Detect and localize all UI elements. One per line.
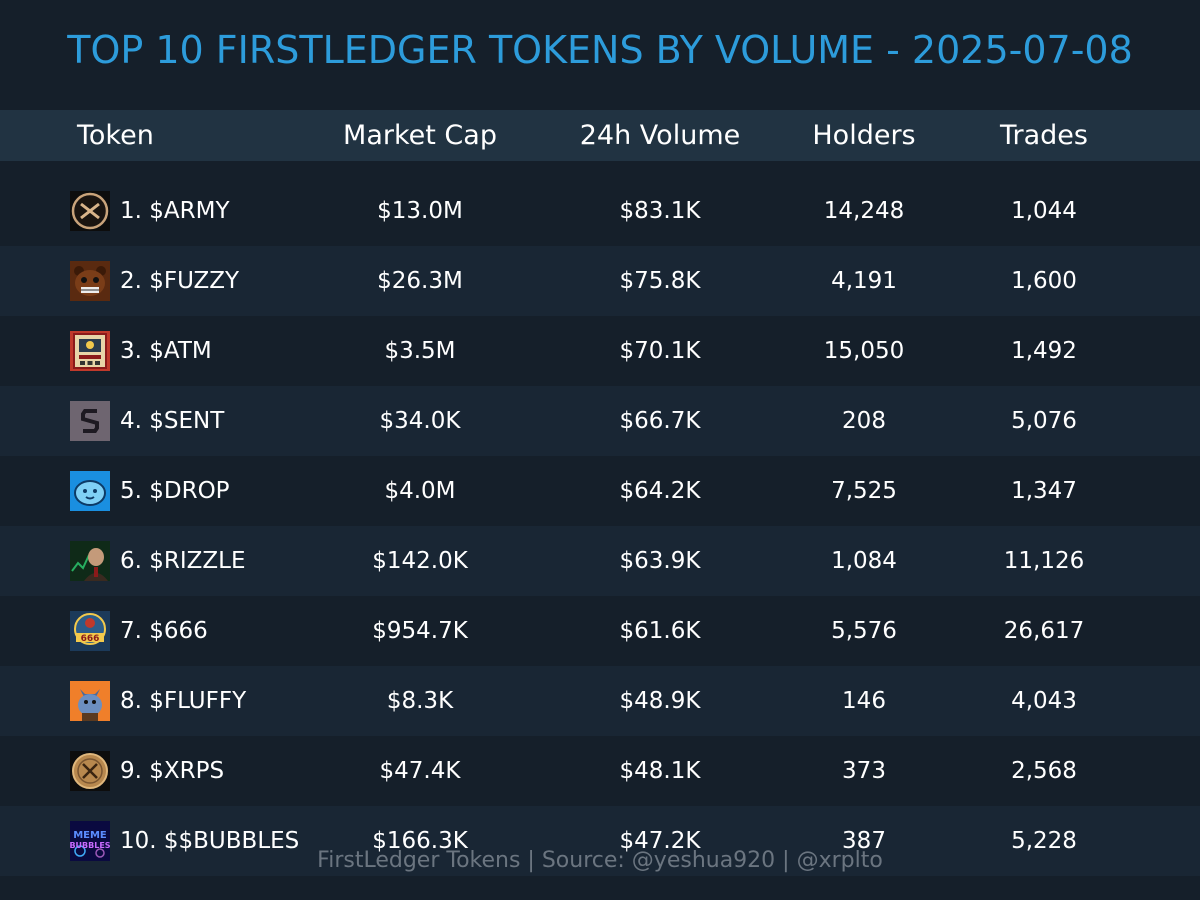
- svg-text:666: 666: [81, 634, 100, 644]
- trades-cell: 5,076: [1011, 408, 1077, 434]
- column-header-token: Token: [77, 120, 154, 151]
- holders-cell: 387: [842, 828, 886, 854]
- table-row: 3. $ATM $3.5M $70.1K 15,050 1,492: [0, 316, 1200, 386]
- table-row: 666 7. $666 $954.7K $61.6K 5,576 26,617: [0, 596, 1200, 666]
- token-name-cell: 5. $DROP: [120, 478, 230, 504]
- column-header-holders: Holders: [812, 120, 916, 151]
- chart-footer-source: FirstLedger Tokens | Source: @yeshua920 …: [317, 848, 883, 873]
- holders-cell: 15,050: [823, 338, 905, 364]
- volume-24h-cell: $64.2K: [619, 478, 701, 504]
- market-cap-cell: $3.5M: [384, 338, 456, 364]
- column-header-trades: Trades: [1000, 120, 1088, 151]
- table-header-band: [0, 110, 1200, 161]
- 666-badge-logo-icon: 666: [70, 611, 110, 651]
- volume-24h-cell: $63.9K: [619, 548, 701, 574]
- trades-cell: 1,492: [1011, 338, 1077, 364]
- bubbles-meme-logo-icon: MEME BUBBLES: [70, 821, 110, 861]
- volume-24h-cell: $47.2K: [619, 828, 701, 854]
- token-name-cell: 7. $666: [120, 618, 208, 644]
- holders-cell: 14,248: [823, 198, 905, 224]
- volume-24h-cell: $66.7K: [619, 408, 701, 434]
- chart-title: TOP 10 FIRSTLEDGER TOKENS BY VOLUME - 20…: [67, 28, 1133, 72]
- token-name-cell: 2. $FUZZY: [120, 268, 240, 294]
- market-cap-cell: $26.3M: [377, 268, 463, 294]
- table-row: 9. $XRPS $47.4K $48.1K 373 2,568: [0, 736, 1200, 806]
- svg-text:BUBBLES: BUBBLES: [70, 841, 110, 850]
- table-row: 6. $RIZZLE $142.0K $63.9K 1,084 11,126: [0, 526, 1200, 596]
- market-cap-cell: $34.0K: [379, 408, 461, 434]
- market-cap-cell: $13.0M: [377, 198, 463, 224]
- fuzzy-bear-logo-icon: [70, 261, 110, 301]
- holders-cell: 4,191: [831, 268, 897, 294]
- table-row: 2. $FUZZY $26.3M $75.8K 4,191 1,600: [0, 246, 1200, 316]
- drop-face-logo-icon: [70, 471, 110, 511]
- volume-24h-cell: $83.1K: [619, 198, 701, 224]
- column-header-market-cap: Market Cap: [343, 120, 497, 151]
- token-name-cell: 6. $RIZZLE: [120, 548, 246, 574]
- xrps-coin-logo-icon: [70, 751, 110, 791]
- trades-cell: 11,126: [1003, 548, 1085, 574]
- svg-text:MEME: MEME: [73, 830, 107, 841]
- token-name-cell: 1. $ARMY: [120, 198, 230, 224]
- volume-24h-cell: $70.1K: [619, 338, 701, 364]
- holders-cell: 373: [842, 758, 886, 784]
- army-logo-icon: [70, 191, 110, 231]
- atm-machine-logo-icon: [70, 331, 110, 371]
- market-cap-cell: $8.3K: [386, 688, 454, 714]
- sent-s-logo-icon: [70, 401, 110, 441]
- volume-24h-cell: $48.1K: [619, 758, 701, 784]
- table-row: 4. $SENT $34.0K $66.7K 208 5,076: [0, 386, 1200, 456]
- holders-cell: 1,084: [831, 548, 897, 574]
- market-cap-cell: $954.7K: [372, 618, 468, 644]
- holders-cell: 5,576: [831, 618, 897, 644]
- volume-24h-cell: $61.6K: [619, 618, 701, 644]
- holders-cell: 146: [842, 688, 886, 714]
- volume-24h-cell: $75.8K: [619, 268, 701, 294]
- trades-cell: 26,617: [1003, 618, 1085, 644]
- rizzle-portrait-logo-icon: [70, 541, 110, 581]
- token-name-cell: 8. $FLUFFY: [120, 688, 247, 714]
- market-cap-cell: $166.3K: [372, 828, 468, 854]
- table-row: 8. $FLUFFY $8.3K $48.9K 146 4,043: [0, 666, 1200, 736]
- table-row: 1. $ARMY $13.0M $83.1K 14,248 1,044: [0, 176, 1200, 246]
- holders-cell: 208: [842, 408, 886, 434]
- market-cap-cell: $142.0K: [372, 548, 468, 574]
- trades-cell: 1,044: [1011, 198, 1077, 224]
- table-row: 5. $DROP $4.0M $64.2K 7,525 1,347: [0, 456, 1200, 526]
- trades-cell: 1,347: [1011, 478, 1077, 504]
- token-name-cell: 10. $$BUBBLES: [120, 828, 300, 854]
- trades-cell: 5,228: [1011, 828, 1077, 854]
- column-header-24h-volume: 24h Volume: [579, 120, 741, 151]
- volume-24h-cell: $48.9K: [619, 688, 701, 714]
- fluffy-creature-logo-icon: [70, 681, 110, 721]
- trades-cell: 1,600: [1011, 268, 1077, 294]
- token-name-cell: 9. $XRPS: [120, 758, 225, 784]
- trades-cell: 2,568: [1011, 758, 1077, 784]
- market-cap-cell: $4.0M: [384, 478, 456, 504]
- holders-cell: 7,525: [831, 478, 897, 504]
- token-name-cell: 4. $SENT: [120, 408, 225, 434]
- trades-cell: 4,043: [1011, 688, 1077, 714]
- table-row: MEME BUBBLES 10. $$BUBBLES $166.3K $47.2K 387…: [0, 806, 1200, 876]
- token-name-cell: 3. $ATM: [120, 338, 212, 364]
- market-cap-cell: $47.4K: [379, 758, 461, 784]
